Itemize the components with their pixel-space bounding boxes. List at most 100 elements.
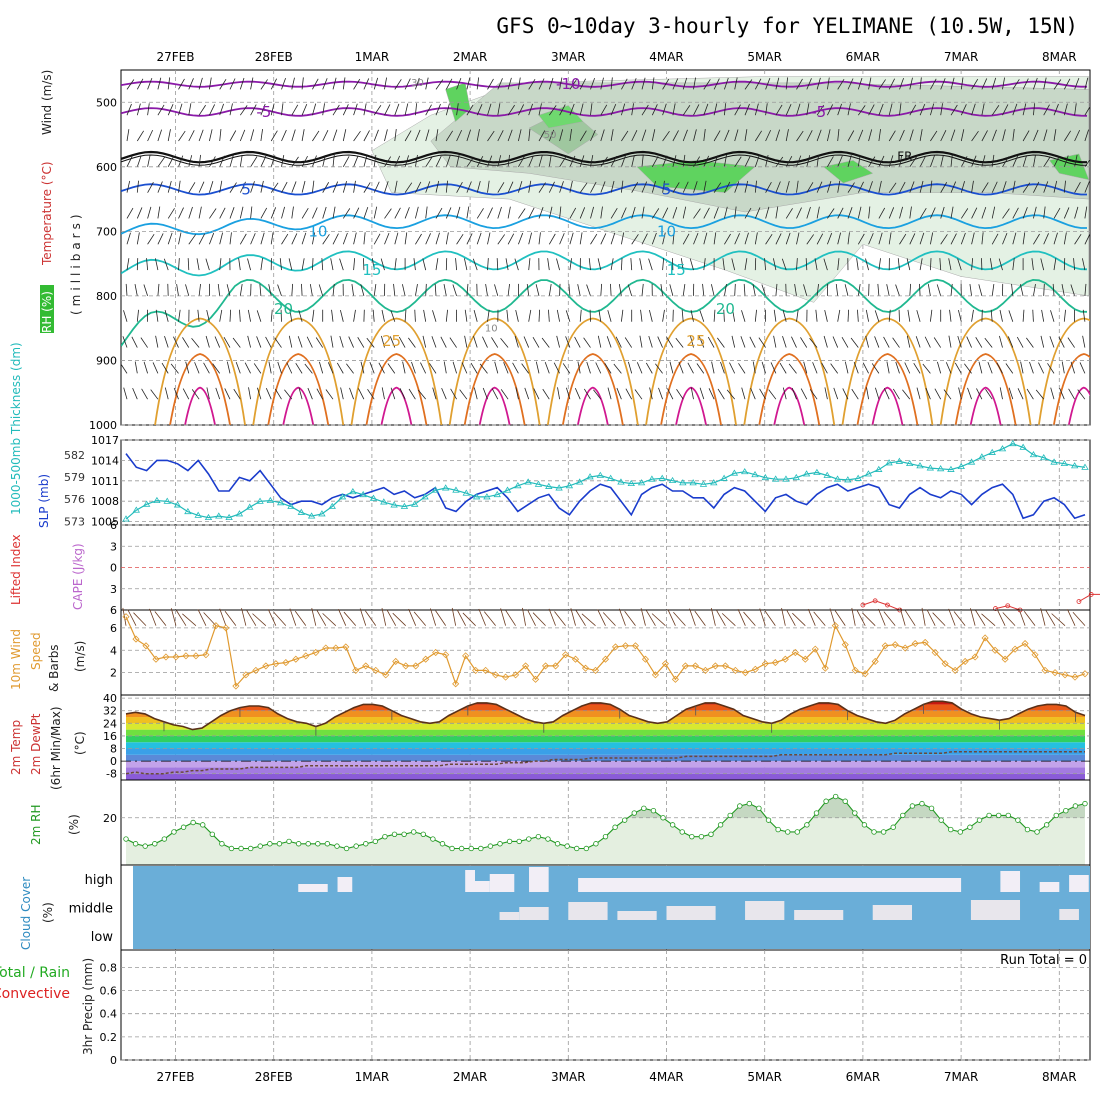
rh-point (267, 841, 273, 847)
wind-barb (641, 283, 644, 296)
wind-barb (770, 362, 777, 374)
wind10-barb (500, 608, 506, 626)
precip-tick-label: 0 (110, 1054, 117, 1067)
wind-barb (833, 387, 839, 400)
wind-barb (724, 154, 727, 167)
wind10-point (701, 666, 709, 674)
wind-barb (641, 77, 646, 90)
wind-barb (239, 105, 248, 116)
wind-barb (373, 206, 378, 219)
isotherm-label: 5 (662, 180, 672, 198)
wind-barb (875, 387, 880, 400)
wind-barb (450, 388, 457, 400)
wind-barb (528, 78, 536, 90)
isotherm-35-loop (969, 386, 1002, 425)
cloud-mid-block (666, 906, 716, 920)
cloud-unit-label: (%) (41, 902, 55, 923)
wind10-barb (597, 609, 606, 626)
wind-barb (713, 155, 718, 167)
wind10-barb (532, 612, 546, 626)
wind-barb (507, 181, 514, 193)
wind-barb (1002, 156, 1010, 168)
thickness-point (813, 468, 821, 475)
wind10-barb (365, 610, 377, 626)
wind-barb (1053, 103, 1059, 116)
wind-barb (940, 234, 948, 245)
wind-barb (919, 77, 922, 90)
wind-barb (389, 336, 396, 348)
wind-barb (381, 387, 385, 400)
wind-barb (672, 206, 678, 219)
wind-barb (868, 77, 872, 90)
wind-barb (754, 78, 762, 90)
wind10-series-line (125, 616, 1086, 688)
wind-barb (312, 258, 314, 271)
wind-barb (390, 387, 396, 400)
wind-barb (315, 337, 324, 348)
temp-band (126, 723, 1085, 730)
temp-tick-label: -8 (106, 768, 117, 781)
wind-barb (844, 284, 849, 297)
wind-barb (301, 207, 309, 219)
wind-barb (615, 336, 622, 348)
wind-barb (724, 181, 731, 193)
wind-barb (402, 284, 406, 296)
rh-point (324, 841, 331, 847)
date-label-bottom: 28FEB (255, 1070, 293, 1084)
wind-barb (621, 78, 628, 90)
wind-barb (1043, 283, 1045, 296)
wind-barb (152, 362, 159, 374)
rh-point (1072, 803, 1079, 809)
wind-barb (548, 181, 555, 193)
wind-barb (785, 208, 793, 219)
wind10-barb (197, 609, 207, 626)
rh-contour-label: 30 (411, 78, 424, 89)
wind-barb (610, 283, 612, 296)
rh-point (219, 841, 225, 847)
rh-legend-swatch (40, 285, 54, 333)
wind-barb (899, 233, 907, 245)
wind-barb (827, 77, 830, 90)
wind-barb (384, 104, 391, 116)
wind-barb (435, 155, 442, 167)
wind10-point (192, 652, 200, 660)
thickness-point (307, 512, 316, 519)
thickness-point (967, 458, 976, 465)
wind-barb (649, 309, 653, 322)
wind-barb (140, 337, 148, 348)
wind-barb (518, 77, 521, 90)
wind-barb (472, 258, 478, 271)
wind-barb (1053, 232, 1058, 245)
isotherm-30-loop (463, 353, 526, 425)
wind-barb (949, 309, 952, 322)
wind-barb (353, 78, 361, 90)
wind-barb (528, 258, 531, 271)
wind-barb (574, 336, 581, 348)
wind-barb (930, 207, 936, 219)
wind-barb (298, 310, 303, 322)
wind-barb (943, 389, 952, 400)
wind-barb (630, 258, 633, 271)
wind-barb (528, 155, 534, 167)
thickness-point (689, 479, 697, 486)
wind-barb (196, 258, 200, 271)
wind-barb (239, 283, 243, 296)
wind-barb (853, 361, 859, 374)
wind-barb (348, 336, 354, 348)
wind-barb (991, 233, 999, 245)
wind-barb (919, 207, 927, 219)
temp-band (126, 710, 1085, 718)
wind-barb (1053, 79, 1062, 90)
wind-barb (895, 284, 900, 297)
wind-barb (1008, 310, 1014, 322)
wind-barb (895, 361, 900, 374)
wind-barb (373, 154, 377, 167)
cloud-high-block (337, 877, 353, 892)
wind-barb (978, 284, 983, 297)
wind-barb (1084, 158, 1090, 168)
wind-barb (641, 104, 649, 116)
li-tick-label: 6 (110, 604, 117, 617)
wind-barb (878, 103, 884, 116)
wind10-point (921, 638, 929, 646)
thickness-tick-label: 582 (64, 449, 85, 462)
